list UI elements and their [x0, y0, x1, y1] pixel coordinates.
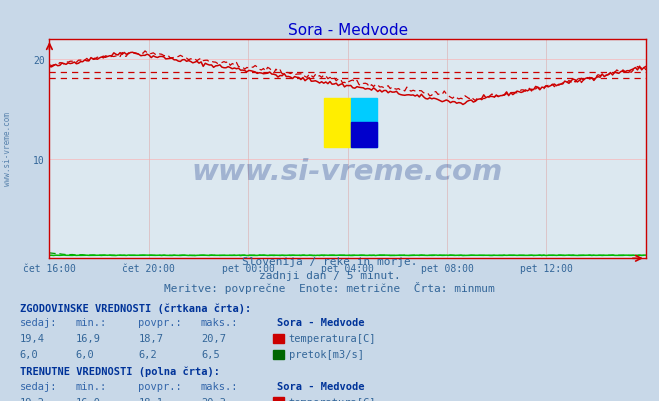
Text: 6,0: 6,0 [76, 349, 94, 359]
Text: Slovenija / reke in morje.: Slovenija / reke in morje. [242, 257, 417, 267]
Text: www.si-vreme.com: www.si-vreme.com [3, 111, 13, 185]
Text: 20,3: 20,3 [201, 397, 226, 401]
Text: povpr.:: povpr.: [138, 317, 182, 327]
Text: 19,2: 19,2 [20, 397, 45, 401]
Text: min.:: min.: [76, 317, 107, 327]
Text: www.si-vreme.com: www.si-vreme.com [192, 157, 503, 185]
Text: temperatura[C]: temperatura[C] [289, 333, 376, 343]
Text: sedaj:: sedaj: [20, 381, 57, 391]
Text: 6,0: 6,0 [20, 349, 38, 359]
Text: pretok[m3/s]: pretok[m3/s] [289, 349, 364, 359]
Text: Sora - Medvode: Sora - Medvode [277, 381, 364, 391]
Text: 6,2: 6,2 [138, 349, 157, 359]
Bar [351, 99, 378, 147]
Text: 16,9: 16,9 [76, 333, 101, 343]
Text: TRENUTNE VREDNOSTI (polna črta):: TRENUTNE VREDNOSTI (polna črta): [20, 366, 219, 376]
Text: min.:: min.: [76, 381, 107, 391]
Text: maks.:: maks.: [201, 381, 239, 391]
Text: temperatura[C]: temperatura[C] [289, 397, 376, 401]
Text: maks.:: maks.: [201, 317, 239, 327]
Text: 18,7: 18,7 [138, 333, 163, 343]
Text: povpr.:: povpr.: [138, 381, 182, 391]
Text: 16,0: 16,0 [76, 397, 101, 401]
Text: 20,7: 20,7 [201, 333, 226, 343]
Text: ZGODOVINSKE VREDNOSTI (črtkana črta):: ZGODOVINSKE VREDNOSTI (črtkana črta): [20, 302, 251, 313]
Bar [324, 99, 351, 147]
Title: Sora - Medvode: Sora - Medvode [287, 22, 408, 38]
Text: 19,4: 19,4 [20, 333, 45, 343]
Text: sedaj:: sedaj: [20, 317, 57, 327]
Text: zadnji dan / 5 minut.: zadnji dan / 5 minut. [258, 270, 401, 280]
Text: Sora - Medvode: Sora - Medvode [277, 317, 364, 327]
Text: 6,5: 6,5 [201, 349, 219, 359]
Bar [351, 123, 378, 147]
Text: Meritve: povprečne  Enote: metrične  Črta: minmum: Meritve: povprečne Enote: metrične Črta:… [164, 281, 495, 293]
Text: 18,1: 18,1 [138, 397, 163, 401]
